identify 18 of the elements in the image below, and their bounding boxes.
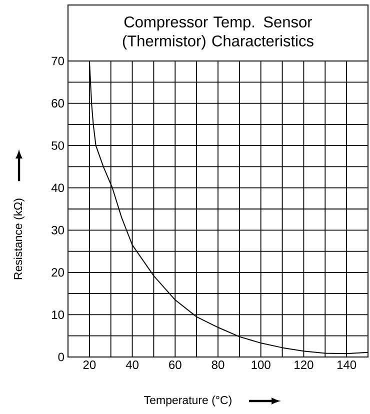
y-tick-label: 30 [52,226,64,234]
x-tick-label: 40 [126,360,138,370]
y-tick-label: 40 [51,184,64,192]
y-tick-label: 70 [52,56,64,66]
y-tick-label: 50 [52,141,64,150]
x-tick-label: 80 [212,360,224,370]
x-tick-label: 20 [83,360,96,370]
x-axis-title: Temperature (°C) [144,396,232,406]
x-tick-label: 140 [337,360,356,370]
y-axis-title: Resistance (kΩ) [14,198,24,280]
x-tick-label: 100 [252,360,270,370]
y-tick-label: 0 [58,352,64,362]
x-tick-label: 60 [169,360,182,370]
y-tick-label: 10 [52,310,64,319]
chart-title: Compressor Temp. Sensor (Thermistor) Characteristics [122,16,314,50]
y-tick-label: 20 [52,268,64,277]
x-tick-label: 120 [294,360,314,370]
y-tick-label: 60 [52,99,64,108]
